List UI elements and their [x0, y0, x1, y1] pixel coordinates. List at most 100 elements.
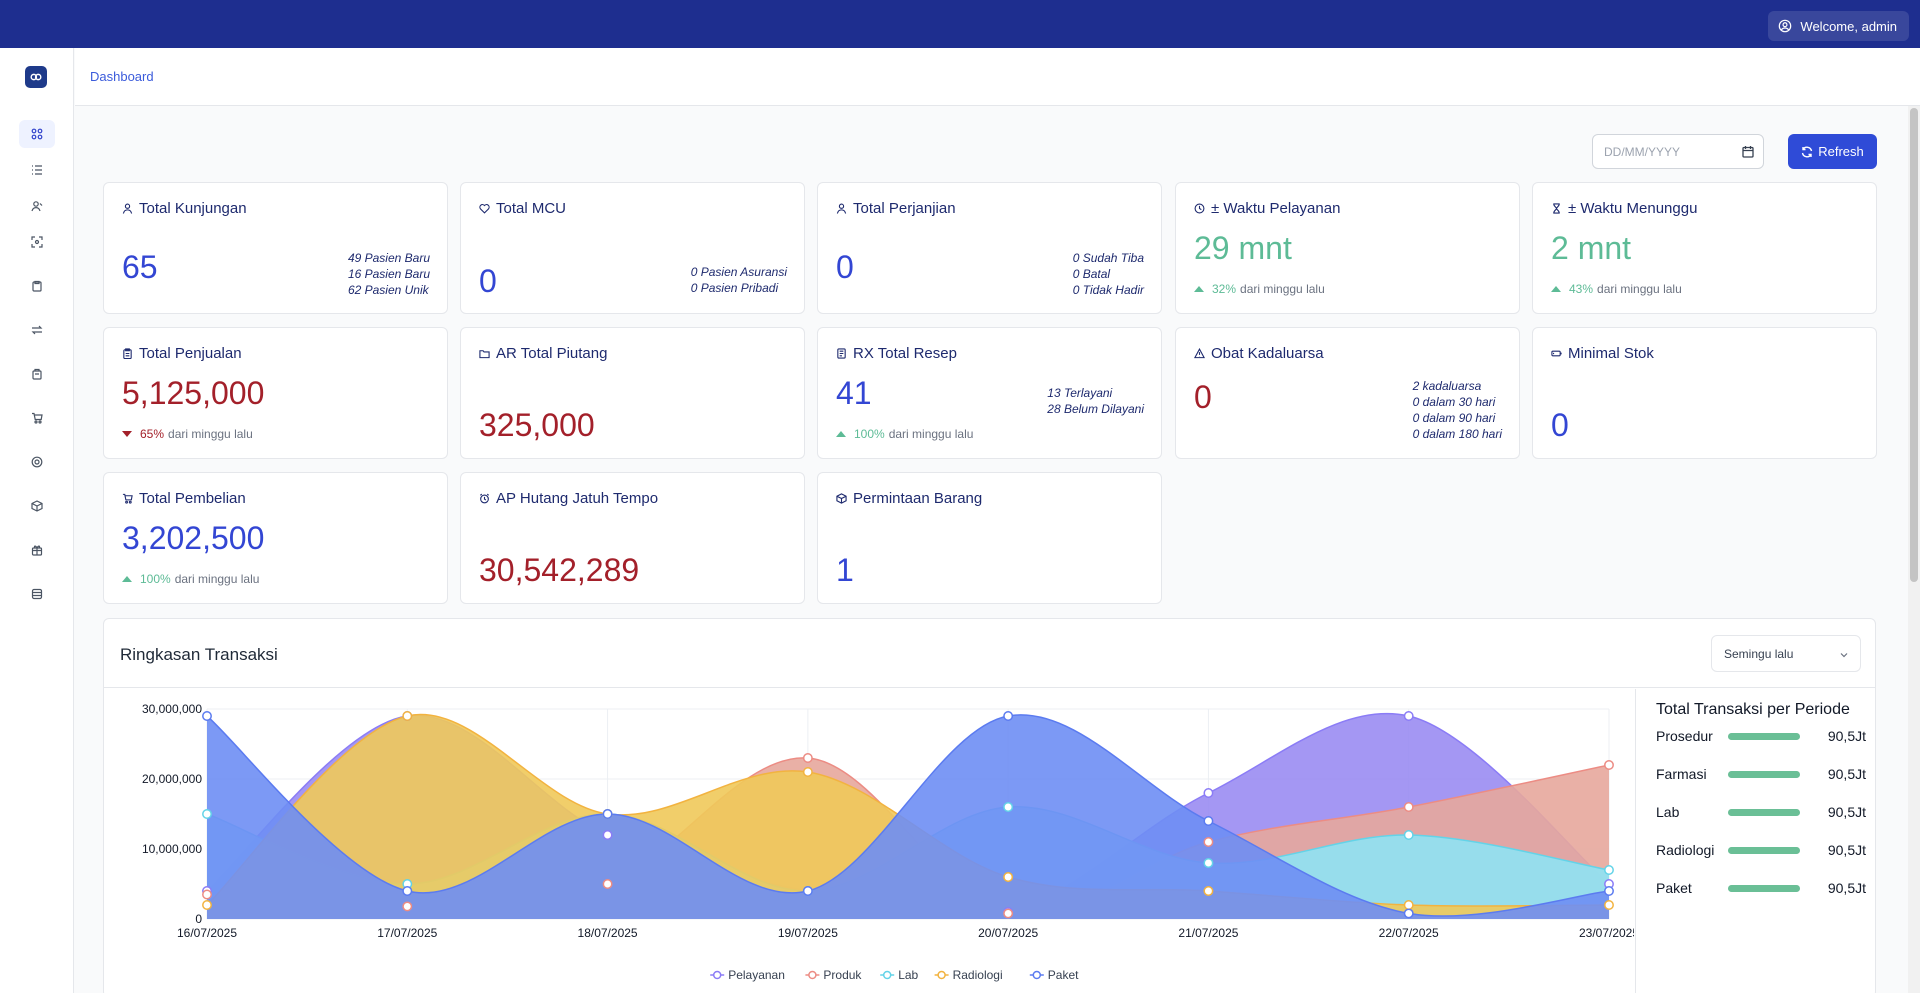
calendar-icon[interactable] [1742, 145, 1754, 158]
legend-label: Produk [823, 968, 862, 982]
data-point [1203, 858, 1214, 868]
card-value: 0 [1551, 407, 1569, 443]
app-logo[interactable] [25, 66, 47, 88]
data-point [1203, 886, 1214, 896]
period-select-value: Semingu lalu [1724, 646, 1794, 661]
warning-icon [1194, 348, 1205, 359]
legend-swatch-marker [808, 970, 817, 980]
x-tick-label: 16/07/2025 [177, 926, 237, 940]
detail-line: 62 Pasien Unik [347, 283, 429, 297]
prescription-icon [837, 348, 846, 359]
legend-label: Paket [1048, 968, 1079, 982]
summary-value: 90,5Jt [1827, 728, 1866, 744]
card-total-piutang: AR Total Piutang 325,000 [460, 327, 805, 459]
card-total-mcu: Total MCU 0 0 Pasien Asuransi 0 Pasien P… [460, 182, 805, 314]
user-icon [122, 203, 133, 214]
trend-percent: 100% [854, 427, 885, 441]
card-title: Permintaan Barang [853, 490, 983, 507]
panel-header: Ringkasan Transaksi Semingu lalu [104, 619, 1875, 688]
trend-up-icon [836, 431, 846, 437]
scrollbar-thumb[interactable] [1910, 108, 1918, 582]
summary-title: Total Transaksi per Periode [1656, 701, 1850, 718]
trend-indicator: 100% dari minggu lalu [122, 572, 259, 586]
date-input[interactable]: DD/MM/YYYY [1592, 134, 1764, 169]
trend-note: dari minggu lalu [1240, 282, 1325, 296]
database-icon[interactable] [19, 580, 55, 608]
target-icon[interactable] [19, 448, 55, 476]
summary-row: Paket 90,5Jt [1656, 878, 1866, 898]
summary-value: 90,5Jt [1827, 804, 1866, 820]
package-icon [836, 493, 847, 504]
detail-line: 28 Belum Dilayani [1047, 402, 1144, 416]
trend-percent: 43% [1569, 282, 1594, 296]
user-menu-button[interactable]: Welcome, admin [1768, 11, 1909, 41]
heart-icon [479, 204, 490, 214]
card-waktu-pelayanan: ± Waktu Pelayanan 29 mnt 32% dari minggu … [1175, 182, 1520, 314]
card-details: 49 Pasien Baru 16 Pasien Baru 62 Pasien … [348, 250, 430, 298]
legend-swatch-marker [882, 970, 892, 980]
gift-icon[interactable] [19, 536, 55, 564]
trend-percent: 65% [140, 427, 165, 441]
user-icon [836, 203, 847, 214]
transaction-area-chart: 0 10,000,000 20,000,000 30,000,000 16/07/202… [142, 702, 1639, 982]
chart-plot-area [207, 712, 1609, 919]
x-tick-label: 20/07/2025 [978, 926, 1038, 940]
page-scrollbar[interactable] [1908, 106, 1920, 993]
y-tick-label: 20,000,000 [142, 772, 202, 786]
summary-progress-fill [1728, 809, 1800, 816]
trend-down-icon [122, 431, 132, 437]
package-icon[interactable] [19, 492, 55, 520]
trend-note: dari minggu lalu [168, 427, 253, 441]
transaction-summary-panel: Ringkasan Transaksi Semingu lalu 0 10,000… [103, 618, 1876, 993]
legend-label: Lab [898, 968, 918, 982]
alarm-clock-icon [480, 493, 489, 504]
card-title: ± Waktu Pelayanan [1211, 200, 1341, 217]
refresh-icon [1802, 146, 1813, 157]
sidebar [0, 48, 74, 993]
scan-icon[interactable] [19, 228, 55, 256]
legend-label: Pelayanan [728, 968, 785, 982]
card-value: 5,125,000 [122, 375, 265, 411]
users-icon[interactable] [19, 192, 55, 220]
refresh-button[interactable]: Refresh [1788, 134, 1877, 169]
data-point [202, 900, 212, 910]
data-point [202, 889, 212, 900]
data-point [1604, 886, 1614, 896]
data-point [402, 886, 413, 896]
cart-icon[interactable] [19, 404, 55, 432]
legend-item: Radiologi [934, 968, 1003, 982]
data-point [802, 753, 813, 763]
data-point [1403, 830, 1414, 840]
data-point [1203, 816, 1214, 826]
trend-note: dari minggu lalu [1597, 282, 1682, 296]
y-tick-label: 0 [195, 912, 202, 926]
data-point [1604, 865, 1614, 875]
transfer-icon[interactable] [19, 316, 55, 344]
data-point [602, 879, 613, 889]
period-select[interactable]: Semingu lalu [1711, 635, 1861, 672]
data-point [402, 711, 413, 721]
grid-icon[interactable] [19, 120, 55, 148]
detail-line: 16 Pasien Baru [347, 267, 430, 281]
box-icon[interactable] [19, 360, 55, 388]
trend-percent: 100% [140, 572, 171, 586]
x-tick-label: 19/07/2025 [778, 926, 838, 940]
list-icon[interactable] [19, 156, 55, 184]
card-details: 2 kadaluarsa 0 dalam 30 hari 0 dalam 90 … [1413, 378, 1502, 442]
card-permintaan-barang: Permintaan Barang 1 [817, 472, 1162, 604]
card-value: 30,542,289 [479, 552, 640, 588]
x-tick-label: 21/07/2025 [1178, 926, 1238, 940]
detail-line: 0 dalam 90 hari [1412, 411, 1496, 425]
battery-low-icon [1551, 350, 1562, 357]
clipboard-icon[interactable] [19, 272, 55, 300]
data-point [1003, 908, 1014, 919]
data-point [802, 767, 813, 777]
breadcrumb-dashboard[interactable]: Dashboard [90, 69, 154, 84]
summary-progress-bar [1728, 809, 1800, 816]
data-point [1403, 711, 1414, 721]
summary-progress-fill [1728, 885, 1800, 892]
card-value: 65 [122, 249, 158, 285]
data-point [1203, 788, 1214, 798]
detail-line: 49 Pasien Baru [347, 251, 430, 265]
summary-value: 90,5Jt [1827, 880, 1866, 896]
